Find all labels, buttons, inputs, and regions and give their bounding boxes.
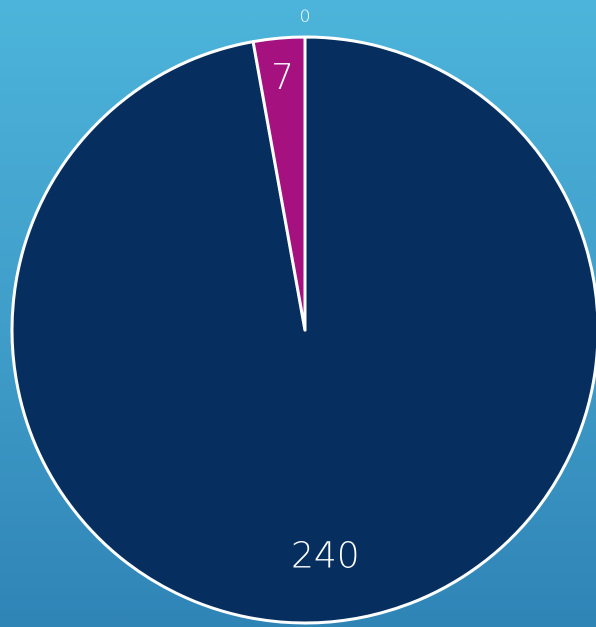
slice-label: 0 <box>300 7 311 27</box>
slice-label: 240 <box>291 536 360 577</box>
slice-label: 7 <box>271 57 294 98</box>
